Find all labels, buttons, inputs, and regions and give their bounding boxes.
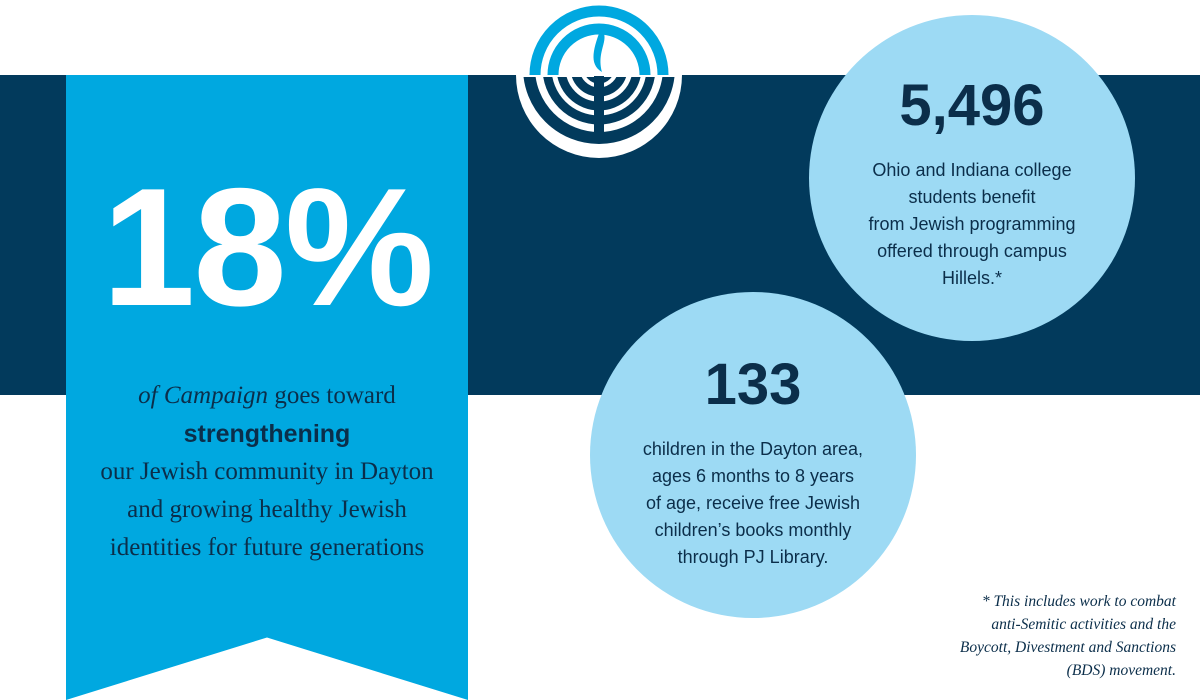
- stat-description: Ohio and Indiana college students benefi…: [809, 157, 1135, 292]
- stat-number: 5,496: [899, 73, 1045, 138]
- text: offered through campus: [877, 241, 1067, 261]
- text: * This includes work to combat: [981, 593, 1176, 610]
- strong-text: strengthening: [183, 420, 351, 448]
- campaign-text: Campaign: [163, 382, 269, 409]
- footnote: * This includes work to combat anti-Semi…: [960, 590, 1176, 682]
- stat-circle-hillels: 5,496 Ohio and Indiana college students …: [809, 15, 1135, 341]
- text: children’s books monthly: [654, 520, 852, 540]
- text: ages 6 months to 8 years: [651, 466, 855, 486]
- ribbon-description: of Campaign goes toward strengthening ou…: [66, 377, 468, 567]
- text: of age, receive free Jewish: [645, 493, 861, 513]
- text: goes toward: [274, 382, 396, 409]
- percentage-ribbon: 18% of Campaign goes toward strengthenin…: [66, 75, 468, 700]
- stat-number: 133: [704, 352, 802, 417]
- text: and growing healthy Jewish: [127, 496, 407, 523]
- percent-value: 18%: [101, 153, 434, 341]
- text: through PJ Library.: [677, 547, 829, 567]
- text: anti-Semitic activities and the: [991, 616, 1176, 633]
- text: Hillels.*: [941, 268, 1002, 288]
- text: of: [138, 382, 158, 409]
- text: Ohio and Indiana college: [872, 160, 1072, 180]
- text: identities for future generations: [109, 534, 425, 561]
- menorah-logo-icon: [516, 0, 682, 158]
- stat-description: children in the Dayton area, ages 6 mont…: [590, 436, 916, 571]
- text: (BDS) movement.: [1066, 662, 1176, 679]
- text: from Jewish programming: [868, 214, 1076, 234]
- text: our Jewish community in Dayton: [100, 458, 434, 485]
- text: Boycott, Divestment and Sanctions: [959, 639, 1176, 656]
- text: children in the Dayton area,: [642, 439, 864, 459]
- text: students benefit: [908, 187, 1036, 207]
- stat-circle-pj-library: 133 children in the Dayton area, ages 6 …: [590, 292, 916, 618]
